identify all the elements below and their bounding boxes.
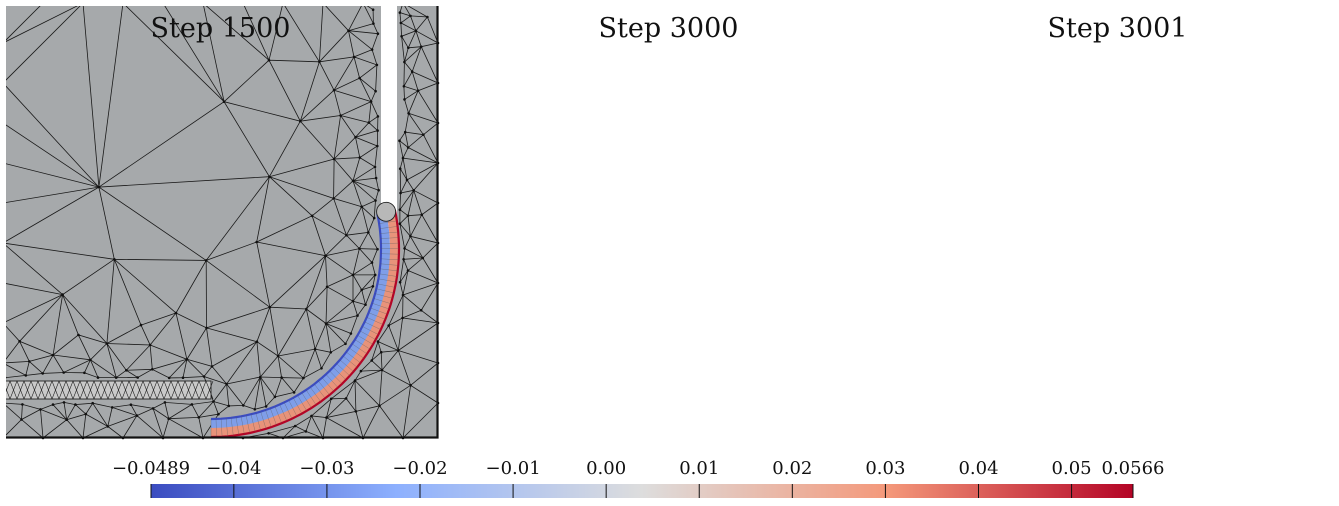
ribbon bbox=[898, 14, 1296, 399]
panel-frame bbox=[901, 4, 1335, 438]
corner-mesh-fragment bbox=[900, 3, 1000, 103]
panel-step-3000: Step 3000 bbox=[449, 1, 888, 440]
panel-frame bbox=[6, 6, 439, 439]
colorbar-tick-label: 0.04 bbox=[958, 458, 998, 479]
colorbar-tick-label: −0.0489 bbox=[112, 458, 190, 479]
crack-slot bbox=[381, 6, 397, 249]
panel-frame bbox=[452, 4, 886, 438]
panel-step-3001: Step 3001 bbox=[898, 3, 1335, 438]
ribbon bbox=[6, 201, 401, 439]
colorbar-gradient bbox=[151, 484, 1133, 498]
panel-title: Step 3000 bbox=[599, 13, 739, 44]
mesh-domain bbox=[900, 3, 1335, 438]
mesh-edges bbox=[451, 3, 886, 438]
colorbar: −0.0489 −0.04 −0.03 −0.02 −0.01 0.00 0.01 0.02 0… bbox=[112, 458, 1165, 498]
colorbar-tick-label: 0.0566 bbox=[1102, 458, 1165, 479]
panel-title: Step 3001 bbox=[1048, 13, 1188, 44]
colorbar-tick-label: 0.03 bbox=[865, 458, 905, 479]
panel-title: Step 1500 bbox=[151, 13, 291, 44]
panel-step-1500: Step 1500 bbox=[6, 6, 440, 440]
colorbar-tick-label: 0.01 bbox=[679, 458, 719, 479]
colorbar-tick-label: −0.02 bbox=[392, 458, 447, 479]
colorbar-tick-label: −0.01 bbox=[485, 458, 540, 479]
colorbar-tick-label: −0.04 bbox=[206, 458, 261, 479]
mesh-nodes bbox=[450, 2, 888, 440]
crack-slot bbox=[829, 1, 845, 21]
mesh-domain bbox=[451, 3, 886, 438]
ribbon bbox=[449, 14, 847, 399]
colorbar-tick-label: 0.05 bbox=[1052, 458, 1092, 479]
colorbar-tick-label: 0.00 bbox=[586, 458, 626, 479]
colorbar-tick-label: −0.03 bbox=[299, 458, 354, 479]
colorbar-tick-label: 0.02 bbox=[772, 458, 812, 479]
mesh-edges bbox=[6, 6, 440, 440]
